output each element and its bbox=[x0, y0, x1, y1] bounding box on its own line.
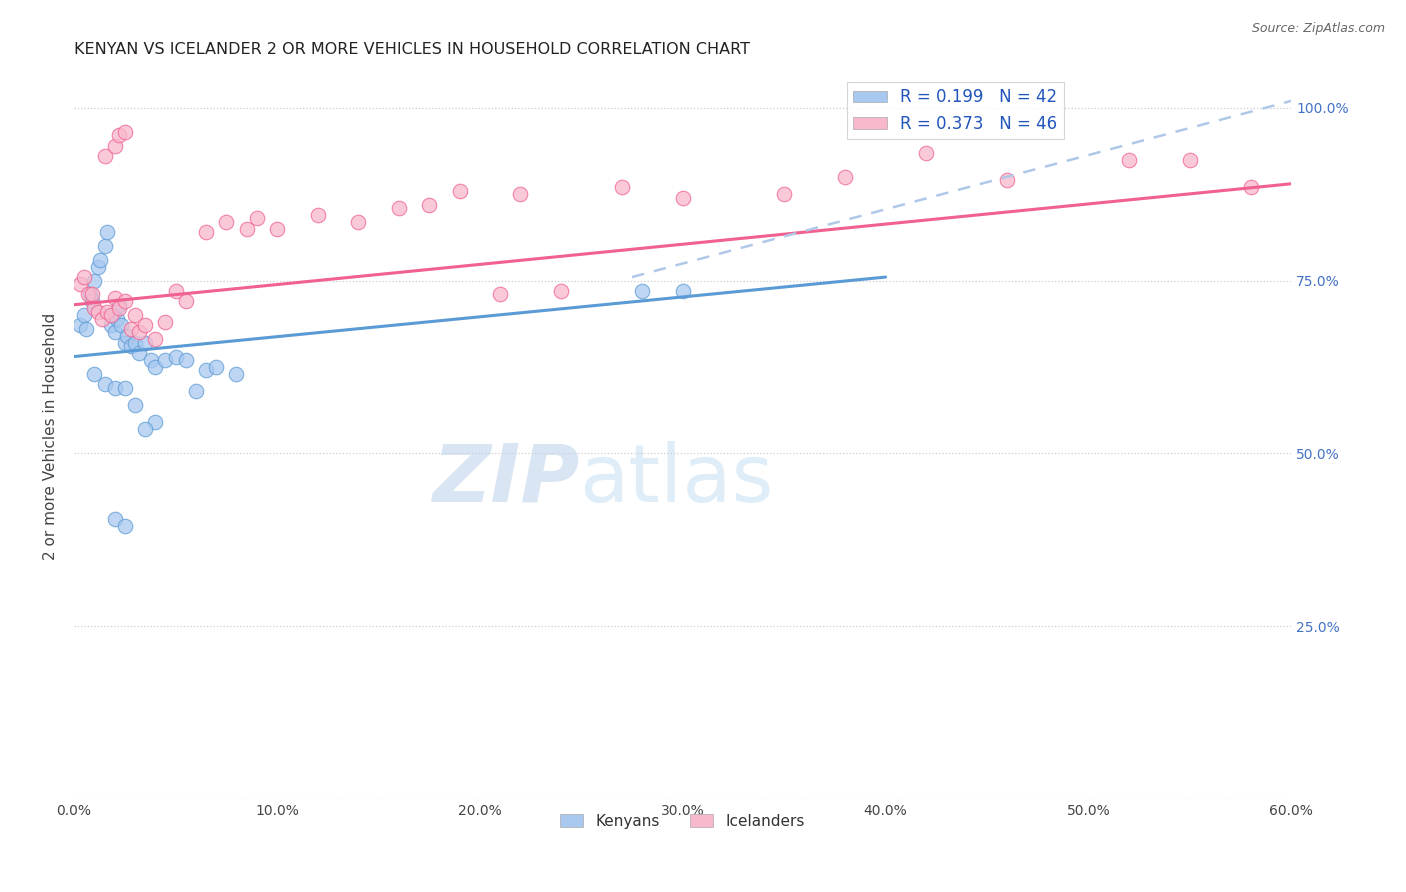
Point bbox=[128, 326, 150, 340]
Point bbox=[114, 125, 136, 139]
Point bbox=[246, 211, 269, 226]
Point bbox=[143, 415, 166, 429]
Text: Source: ZipAtlas.com: Source: ZipAtlas.com bbox=[1251, 22, 1385, 36]
Point bbox=[107, 301, 129, 315]
Point bbox=[155, 315, 177, 329]
Point bbox=[107, 128, 129, 143]
Point bbox=[82, 287, 104, 301]
Point bbox=[773, 187, 796, 202]
Point bbox=[114, 294, 136, 309]
Point bbox=[347, 215, 370, 229]
Point bbox=[101, 308, 124, 322]
Point bbox=[134, 318, 156, 333]
Point bbox=[266, 221, 288, 235]
Point bbox=[91, 311, 114, 326]
Point bbox=[388, 201, 411, 215]
Point bbox=[235, 221, 257, 235]
Point bbox=[1178, 153, 1201, 167]
Point bbox=[418, 197, 440, 211]
Point bbox=[115, 328, 138, 343]
Point bbox=[104, 512, 127, 526]
Point bbox=[134, 422, 156, 436]
Point bbox=[194, 363, 217, 377]
Point bbox=[672, 284, 695, 298]
Point bbox=[96, 225, 118, 239]
Y-axis label: 2 or more Vehicles in Household: 2 or more Vehicles in Household bbox=[44, 312, 58, 559]
Point bbox=[69, 277, 91, 291]
Point bbox=[96, 304, 118, 318]
Point bbox=[124, 398, 146, 412]
Point bbox=[134, 335, 156, 350]
Point bbox=[155, 353, 177, 368]
Legend: Kenyans, Icelanders: Kenyans, Icelanders bbox=[554, 807, 811, 835]
Point bbox=[89, 252, 111, 267]
Point bbox=[93, 239, 115, 253]
Point bbox=[83, 301, 105, 315]
Point bbox=[509, 187, 531, 202]
Point bbox=[174, 353, 197, 368]
Point bbox=[610, 180, 633, 194]
Point bbox=[631, 284, 654, 298]
Point bbox=[141, 353, 163, 368]
Point bbox=[834, 169, 856, 184]
Point bbox=[124, 308, 146, 322]
Point bbox=[75, 322, 97, 336]
Point bbox=[69, 318, 91, 333]
Point bbox=[307, 208, 329, 222]
Point bbox=[83, 273, 105, 287]
Point bbox=[672, 191, 695, 205]
Point bbox=[215, 215, 238, 229]
Text: ZIP: ZIP bbox=[432, 441, 579, 518]
Point bbox=[82, 294, 104, 309]
Point bbox=[184, 384, 207, 398]
Point bbox=[915, 145, 938, 160]
Point bbox=[995, 173, 1018, 187]
Point bbox=[489, 287, 512, 301]
Point bbox=[104, 138, 127, 153]
Point bbox=[100, 308, 122, 322]
Point bbox=[77, 287, 100, 301]
Point bbox=[165, 350, 187, 364]
Point bbox=[143, 332, 166, 346]
Point bbox=[104, 291, 127, 305]
Text: atlas: atlas bbox=[579, 441, 773, 518]
Point bbox=[194, 225, 217, 239]
Point bbox=[107, 298, 129, 312]
Point bbox=[128, 346, 150, 360]
Point bbox=[87, 260, 110, 274]
Point bbox=[120, 339, 142, 353]
Point bbox=[110, 318, 132, 333]
Point bbox=[165, 284, 187, 298]
Point bbox=[93, 149, 115, 163]
Point bbox=[225, 367, 247, 381]
Point bbox=[93, 377, 115, 392]
Point bbox=[143, 359, 166, 374]
Point bbox=[104, 326, 127, 340]
Point bbox=[1118, 153, 1140, 167]
Point bbox=[79, 287, 101, 301]
Point bbox=[73, 270, 96, 285]
Point bbox=[83, 367, 105, 381]
Point bbox=[120, 322, 142, 336]
Point bbox=[73, 308, 96, 322]
Text: KENYAN VS ICELANDER 2 OR MORE VEHICLES IN HOUSEHOLD CORRELATION CHART: KENYAN VS ICELANDER 2 OR MORE VEHICLES I… bbox=[75, 42, 749, 57]
Point bbox=[105, 311, 128, 326]
Point bbox=[114, 519, 136, 533]
Point bbox=[124, 335, 146, 350]
Point bbox=[550, 284, 572, 298]
Point bbox=[1240, 180, 1263, 194]
Point bbox=[114, 335, 136, 350]
Point bbox=[114, 381, 136, 395]
Point bbox=[449, 184, 471, 198]
Point bbox=[174, 294, 197, 309]
Point bbox=[104, 381, 127, 395]
Point bbox=[87, 304, 110, 318]
Point bbox=[205, 359, 228, 374]
Point bbox=[100, 318, 122, 333]
